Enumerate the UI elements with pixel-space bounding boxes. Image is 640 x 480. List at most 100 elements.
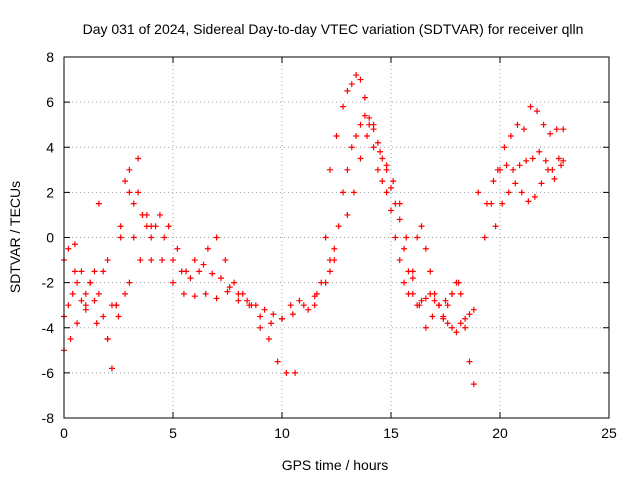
data-point <box>257 324 264 331</box>
data-point <box>326 268 333 275</box>
data-point <box>335 223 342 230</box>
data-point <box>126 279 133 286</box>
data-point <box>161 234 168 241</box>
data-point <box>148 257 155 264</box>
data-point <box>388 184 394 191</box>
series-track-c <box>61 223 318 343</box>
data-point <box>497 166 503 173</box>
data-point <box>361 112 368 119</box>
chart-grid <box>64 57 609 418</box>
data-point <box>213 234 220 241</box>
data-point <box>510 166 517 173</box>
data-point <box>396 257 403 264</box>
data-point <box>104 257 111 264</box>
data-point <box>289 311 296 318</box>
data-point <box>492 223 499 230</box>
data-point <box>122 290 129 297</box>
data-point <box>560 157 567 164</box>
data-point <box>71 268 78 275</box>
data-point <box>444 302 451 309</box>
data-point <box>165 223 172 230</box>
data-point <box>183 268 190 275</box>
x-tick-label: 20 <box>492 425 508 441</box>
data-point <box>292 369 299 376</box>
data-point <box>340 189 347 196</box>
data-point <box>353 132 360 139</box>
data-point <box>222 257 229 264</box>
x-tick-label: 5 <box>169 425 177 441</box>
data-point <box>405 268 412 275</box>
data-point <box>148 223 155 230</box>
data-point <box>470 381 477 388</box>
data-point <box>104 336 111 343</box>
x-tick-label: 10 <box>274 425 290 441</box>
data-point <box>74 279 81 286</box>
data-point <box>187 275 194 282</box>
data-point <box>95 200 102 207</box>
data-point <box>560 126 567 133</box>
data-point <box>180 290 187 297</box>
data-point <box>191 293 198 300</box>
data-point <box>374 139 381 146</box>
data-point <box>204 245 211 252</box>
data-point <box>333 132 340 139</box>
data-point <box>466 311 473 318</box>
data-point <box>78 297 85 304</box>
x-tick-label: 25 <box>601 425 617 441</box>
series-track-g <box>344 121 462 331</box>
data-point <box>401 279 408 286</box>
data-point <box>224 288 231 295</box>
data-point <box>422 245 429 252</box>
data-point <box>82 290 89 297</box>
data-point <box>174 245 181 252</box>
data-point <box>130 234 137 241</box>
data-point <box>383 189 390 196</box>
data-point <box>115 313 122 320</box>
data-point <box>538 180 545 187</box>
data-point <box>300 302 307 309</box>
data-point <box>505 189 512 196</box>
data-point <box>553 126 560 133</box>
data-points <box>61 72 567 388</box>
data-point <box>379 155 386 162</box>
series-track-e <box>311 72 477 388</box>
series-track-a <box>61 166 155 372</box>
y-tick-label: -4 <box>42 320 55 336</box>
data-point <box>396 216 403 223</box>
data-point <box>261 306 268 313</box>
data-point <box>518 189 525 196</box>
data-point <box>440 315 447 322</box>
data-point <box>427 290 434 297</box>
data-point <box>331 245 338 252</box>
data-point <box>431 297 438 304</box>
y-tick-label: 4 <box>46 139 54 155</box>
data-point <box>379 178 386 185</box>
data-point <box>265 336 272 343</box>
data-point <box>95 290 102 297</box>
data-point <box>462 315 469 322</box>
series-track-i <box>483 148 567 207</box>
data-point <box>122 178 129 185</box>
data-point <box>159 257 166 264</box>
data-point <box>108 365 115 372</box>
data-point <box>475 189 482 196</box>
data-point <box>361 94 368 101</box>
data-point <box>457 320 464 327</box>
data-point <box>226 284 233 291</box>
data-point <box>457 290 464 297</box>
data-point <box>357 121 364 128</box>
data-point <box>449 290 456 297</box>
data-point <box>130 200 137 207</box>
series-track-d <box>65 200 338 322</box>
data-point <box>483 200 490 207</box>
data-point <box>547 130 554 137</box>
data-point <box>370 121 377 128</box>
data-point <box>414 234 421 241</box>
series-track-b <box>61 155 299 376</box>
data-point <box>525 198 532 205</box>
data-point <box>427 268 434 275</box>
data-point <box>418 223 425 230</box>
data-point <box>202 290 209 297</box>
series-track-h <box>475 103 567 241</box>
